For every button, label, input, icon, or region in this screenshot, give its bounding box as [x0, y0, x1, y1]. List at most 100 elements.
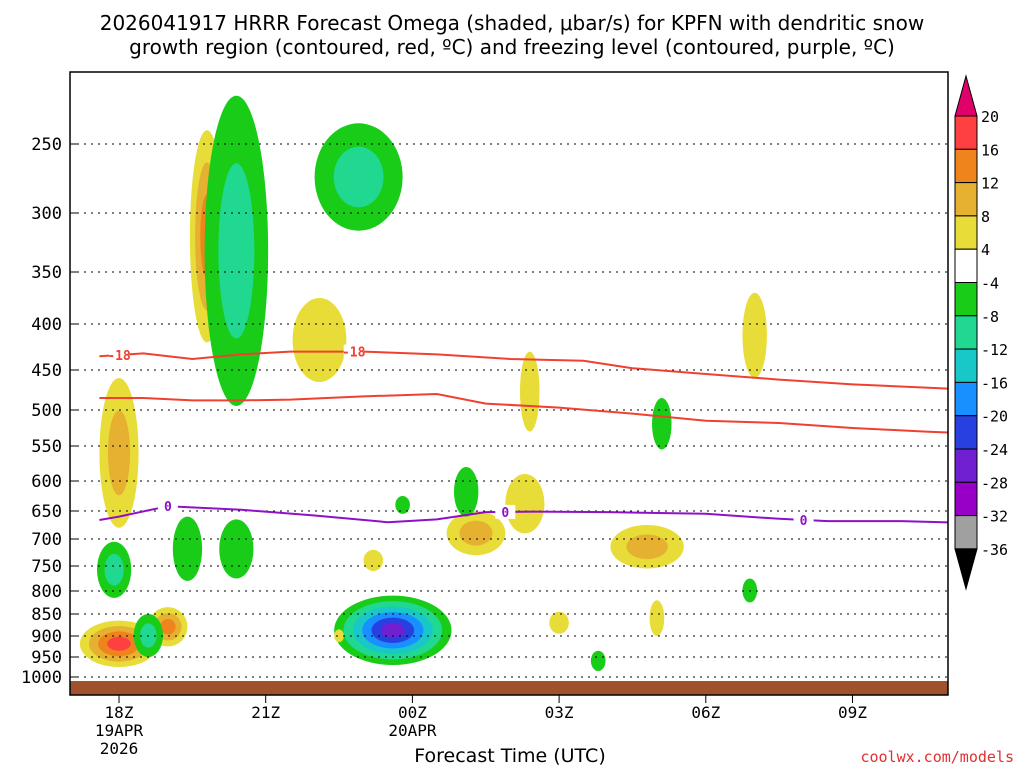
y-tick-label-1000: 1000 — [21, 668, 62, 688]
isotherm-label-0-0: 0 — [164, 500, 172, 515]
isotherm-label-bg--18-1 — [343, 344, 364, 359]
colorbar-seg-6 — [954, 282, 978, 317]
omega-blob-18-level-0 — [519, 351, 540, 432]
isotherm--18 — [99, 350, 948, 390]
x-tick-label-03Z: 03Z — [545, 703, 574, 722]
colorbar-seg-3 — [954, 182, 978, 217]
colorbar-seg-8 — [954, 348, 978, 383]
colorbar-label-7: -12 — [981, 341, 1008, 359]
omega-blob-11-level-1 — [104, 553, 124, 586]
colorbar-seg-12 — [954, 481, 978, 517]
y-tick-label-600: 600 — [31, 472, 62, 492]
omega-blob-19-level-0 — [652, 398, 672, 450]
colorbar-seg-4 — [954, 215, 978, 250]
colorbar-seg-5 — [954, 248, 978, 283]
omega-blob-4-level-1 — [218, 163, 255, 339]
colorbar-label-5: -4 — [981, 275, 999, 293]
omega-blob-6-level-1 — [333, 146, 384, 208]
y-tick-label-950: 950 — [31, 648, 62, 668]
y-tick-label-500: 500 — [31, 401, 62, 421]
omega-blob-24-level-0 — [219, 519, 254, 579]
colorbar-label-1: 16 — [981, 141, 999, 159]
y-tick-label-250: 250 — [31, 135, 62, 155]
isotherm-label--18-0: -18 — [107, 349, 131, 364]
x-tick-label-00Z: 00Z — [398, 703, 427, 722]
x-tick-label-06Z: 06Z — [691, 703, 720, 722]
x-tick-label-18Z: 18Z — [105, 703, 134, 722]
omega-blob-22-level-0 — [590, 650, 606, 671]
y-tick-label-400: 400 — [31, 315, 62, 335]
colorbar-seg-11 — [954, 448, 978, 483]
y-tick-label-350: 350 — [31, 263, 62, 283]
colorbar-seg-1 — [954, 115, 978, 150]
y-tick-label-900: 900 — [31, 627, 62, 647]
colorbar-label-8: -16 — [981, 374, 1008, 392]
colorbar-seg-13 — [954, 515, 978, 550]
colorbar-bottom-arrow — [954, 548, 978, 591]
colorbar-seg-10 — [954, 415, 978, 450]
colorbar-label-11: -28 — [981, 474, 1008, 492]
isotherm-label-bg-0-2 — [793, 512, 814, 527]
y-axis: 2503003504004505005506006507007508008509… — [21, 135, 78, 688]
isotherm-contours: -18 -18 0 0 0 — [99, 344, 948, 529]
x-tick-label-21Z: 21Z — [251, 703, 280, 722]
title-line-2: growth region (contoured, red, ºC) and f… — [129, 35, 895, 59]
isotherm-label--18-1: -18 — [342, 346, 366, 361]
colorbar-label-6: -8 — [981, 308, 999, 326]
x-tick-sub1-18Z: 19APR — [95, 721, 144, 740]
colorbar-seg-7 — [954, 315, 978, 350]
colorbar: 20 16 12 8 4 -4 -8 -12 -16 -20 -24 -28 -32 -36 — [954, 74, 1008, 591]
omega-blob-23-level-0 — [505, 474, 545, 534]
omega-blob-25-level-0 — [334, 629, 344, 643]
x-tick-sub1-00Z: 20APR — [388, 721, 437, 740]
x-axis-label: Forecast Time (UTC) — [414, 745, 605, 767]
omega-blob-13-level-0 — [453, 467, 479, 517]
watermark: coolwx.com/models — [860, 748, 1014, 766]
plot-frame — [69, 71, 949, 696]
omega-blob-8-level-0 — [172, 516, 203, 581]
x-tick-sub2-18Z: 2026 — [100, 739, 139, 758]
colorbar-label-13: -36 — [981, 541, 1008, 559]
colorbar-top-arrow — [954, 74, 978, 117]
y-tick-label-700: 700 — [31, 530, 62, 550]
omega-shading — [79, 95, 767, 671]
omega-blob-16-level-0 — [649, 600, 665, 636]
colorbar-label-2: 12 — [981, 175, 999, 193]
omega-blob-14-level-0 — [395, 496, 410, 514]
y-tick-label-800: 800 — [31, 582, 62, 602]
colorbar-label-10: -24 — [981, 441, 1008, 459]
colorbar-label-4: 4 — [981, 241, 990, 259]
title-line-1: 2026041917 HRRR Forecast Omega (shaded, … — [100, 11, 925, 35]
y-tick-label-300: 300 — [31, 204, 62, 224]
y-tick-label-550: 550 — [31, 437, 62, 457]
omega-blob-2-level-3 — [107, 636, 131, 651]
isotherm-label-0-1: 0 — [501, 506, 509, 521]
x-tick-label-09Z: 09Z — [838, 703, 867, 722]
colorbar-label-0: 20 — [981, 108, 999, 126]
colorbar-label-12: -32 — [981, 508, 1008, 526]
ground-bar — [70, 681, 948, 695]
y-tick-label-850: 850 — [31, 605, 62, 625]
omega-blob-17-level-0 — [363, 549, 384, 572]
y-tick-label-450: 450 — [31, 361, 62, 381]
omega-blob-1-level-1 — [107, 410, 131, 496]
omega-blob-5-level-5 — [380, 623, 405, 638]
colorbar-label-9: -20 — [981, 408, 1008, 426]
y-tick-label-750: 750 — [31, 557, 62, 577]
isotherm-label-0-2: 0 — [800, 514, 808, 529]
colorbar-seg-2 — [954, 148, 978, 184]
omega-blob-15-level-0 — [549, 611, 569, 634]
colorbar-seg-9 — [954, 381, 978, 417]
chart-title: 2026041917 HRRR Forecast Omega (shaded, … — [100, 11, 925, 59]
isotherm-label-bg-0-1 — [495, 504, 516, 519]
omega-blob-20-level-0 — [742, 292, 767, 378]
omega-blob-10-level-1 — [626, 534, 668, 560]
colorbar-label-3: 8 — [981, 208, 990, 226]
omega-blob-3-level-2 — [160, 619, 176, 635]
isotherm--12 — [99, 392, 948, 434]
omega-blob-9-level-1 — [459, 520, 493, 546]
y-tick-label-650: 650 — [31, 502, 62, 522]
isotherm-label-bg-0-0 — [157, 499, 178, 514]
